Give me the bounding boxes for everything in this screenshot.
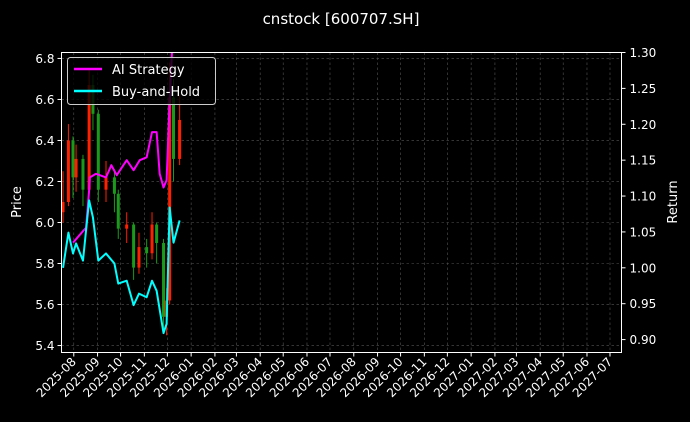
candle-body: [172, 97, 175, 159]
legend-label-buy-and-hold: Buy-and-Hold: [112, 85, 200, 100]
candle-body: [61, 201, 65, 213]
candle-body: [155, 224, 159, 243]
y-right-tick-label: 1.25: [630, 82, 657, 96]
y-axis-left-label: Price: [10, 186, 25, 218]
candle-body: [150, 224, 154, 254]
candle-body: [71, 140, 75, 178]
y-left-tick-label: 5.6: [35, 298, 54, 312]
series-lines: [62, 52, 181, 335]
y-right-tick-label: 1.30: [630, 46, 657, 60]
legend-box: [67, 57, 216, 105]
y-left-tick-label: 6.4: [35, 134, 54, 148]
y-axis-right-label: Return: [666, 180, 681, 223]
y-right-tick-label: 0.90: [630, 333, 657, 347]
candle-body: [87, 85, 91, 190]
candle-body: [162, 242, 166, 317]
y-left-tick-label: 6.6: [35, 93, 54, 107]
plot-frame: [61, 52, 622, 353]
legend-label-ai-strategy: AI Strategy: [112, 63, 185, 78]
legend: AI Strategy Buy-and-Hold: [67, 57, 216, 105]
y-right-tick-label: 1.10: [630, 190, 657, 204]
y-left-tick-label: 6.8: [35, 52, 54, 66]
y-right-tick-label: 1.20: [630, 118, 657, 132]
candle-body: [81, 158, 85, 190]
candle-body: [104, 177, 108, 190]
y-left-tick-label: 5.8: [35, 257, 54, 271]
y-right-tick-label: 0.95: [630, 297, 657, 311]
candle-body: [66, 140, 70, 202]
series-line-buy-and-hold: [62, 199, 181, 335]
chart-title: cnstock [600707.SH]: [263, 10, 420, 28]
candle-body: [112, 177, 116, 194]
candle-body: [132, 224, 136, 268]
y-left-tick-label: 6.0: [35, 216, 54, 230]
y-right-tick-label: 1.00: [630, 261, 657, 275]
candle-body: [116, 193, 120, 229]
candle-body: [137, 247, 141, 268]
y-left-tick-label: 6.2: [35, 175, 54, 189]
series-line-ai-strategy: [72, 52, 173, 244]
candle-body: [74, 158, 78, 178]
candle-body: [125, 224, 129, 229]
candle-body: [145, 247, 149, 254]
candle-body: [178, 119, 182, 159]
y-right-tick-label: 1.05: [630, 225, 657, 239]
candle-body: [96, 113, 100, 190]
candle-body: [168, 97, 172, 301]
y-right-tick-label: 1.15: [630, 154, 657, 168]
y-left-tick-label: 5.4: [35, 339, 54, 353]
